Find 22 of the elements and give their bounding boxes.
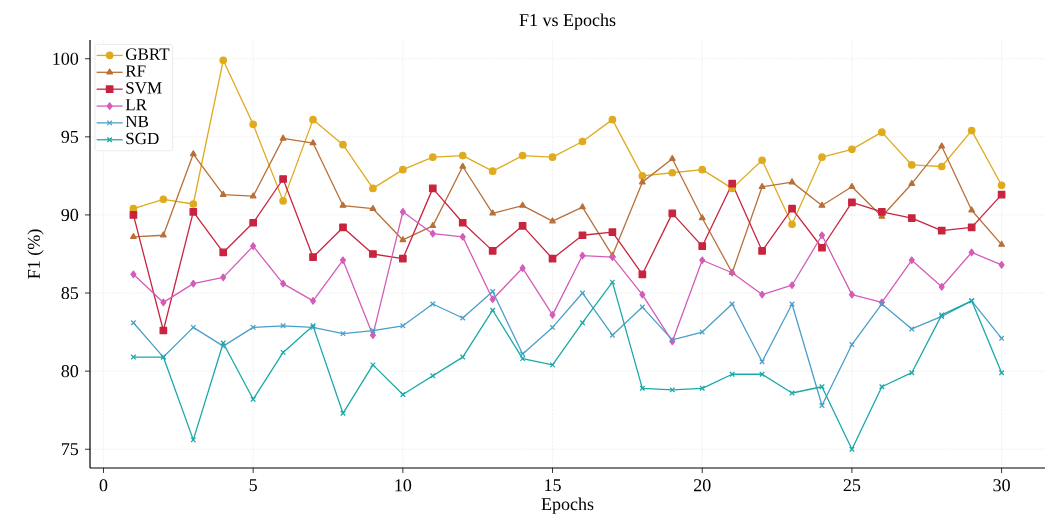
x-tick-label: 15 [545,479,561,492]
x-tick-label: 25 [843,479,861,492]
legend-label: LR [125,99,147,111]
y-tick-label: 100 [53,52,79,65]
y-tick-label: 90 [61,208,79,221]
legend-label: SGD [126,132,159,145]
legend-label: NB [125,115,149,128]
x-tick-label: 10 [395,479,412,492]
x-tick-label: 20 [694,479,711,492]
x-axis-title: Epochs [541,497,594,514]
y-axis-title: F1 (%) [27,229,44,279]
x-tick-label: 0 [99,479,108,492]
legend-label: RF [125,65,146,77]
legend-label: GBRT [125,48,170,60]
y-tick-label: 80 [61,365,79,378]
chart-title: F1 vs Epochs [519,13,616,30]
x-tick-label: 5 [249,479,257,492]
y-tick-label: 75 [62,443,79,456]
legend-label: SVM [126,82,162,94]
x-tick-label: 30 [993,479,1010,492]
y-tick-label: 95 [61,130,79,143]
y-tick-label: 85 [61,286,79,300]
